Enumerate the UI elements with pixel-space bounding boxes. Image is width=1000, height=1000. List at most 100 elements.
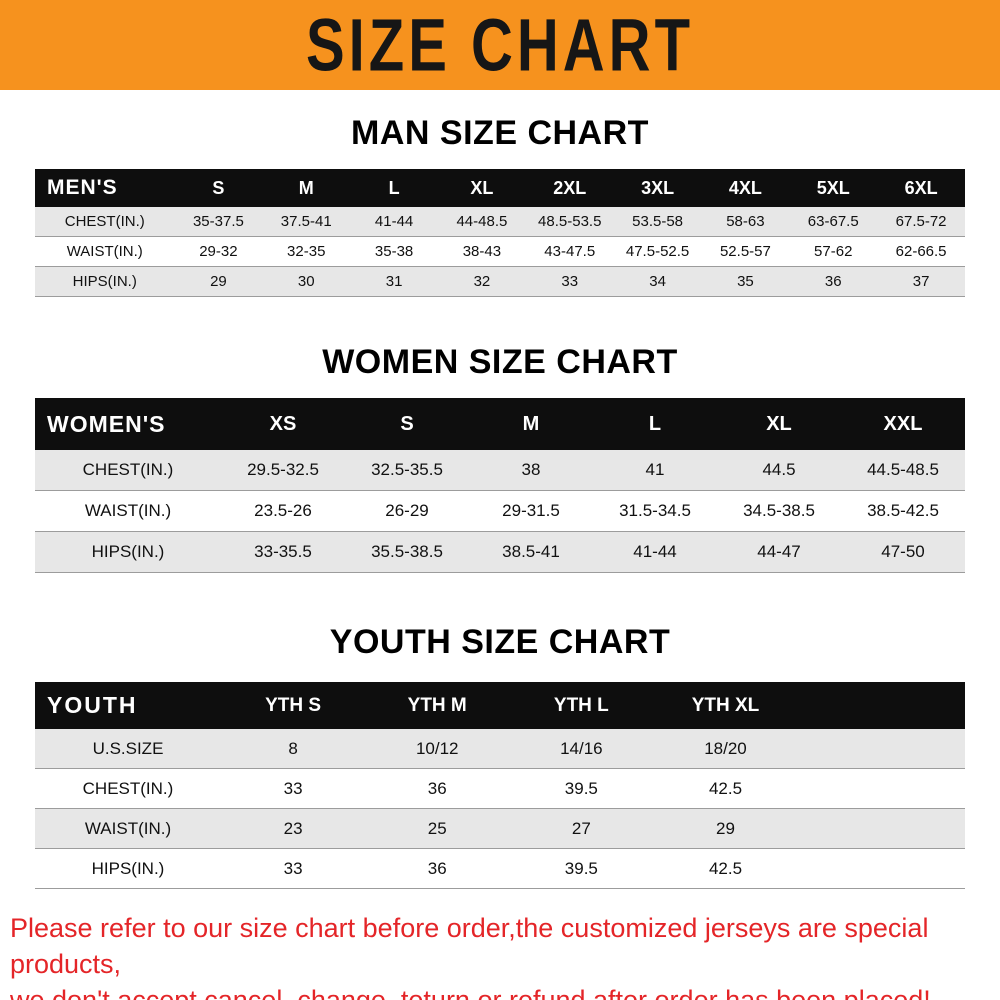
cell: 25 [427,818,447,838]
banner-title: SIZE CHART [306,3,694,87]
cell: 39.5 [564,858,598,878]
cell: 23 [283,818,303,838]
footer-note: Please refer to our size chart before or… [10,911,988,1000]
table-row: WAIST(IN.) 23.5-26 26-29 29-31.5 31.5-34.5 34… [35,491,965,532]
cell: 8 [288,738,298,758]
cell: 29.5-32.5 [247,460,319,479]
cell: 33-35.5 [254,542,312,561]
cell: 44-48.5 [456,213,508,230]
column-header: L [648,412,662,435]
cell: 34.5-38.5 [743,501,815,520]
cell: 35.5-38.5 [371,542,443,561]
row-label: U.S.SIZE [92,738,164,758]
cell: 10/12 [415,738,459,758]
cell: 42.5 [708,778,743,798]
cell: 30 [297,273,315,290]
row-label: HIPS(IN.) [72,273,137,290]
cell: 31 [385,273,403,290]
men-size-chart-heading: MAN SIZE CHART [351,114,649,152]
youth-size-chart-heading: YOUTH SIZE CHART [329,623,671,661]
mens-size-table: MEN'S S M L XL 2XL 3XL 4XL 5XL 6XL CHEST(IN.) 35-37… [35,169,965,297]
row-label: HIPS(IN.) [91,858,165,878]
cell: 42.5 [708,858,743,878]
column-header: 3XL [641,177,675,198]
cell: 29-31.5 [502,501,560,520]
cell: 27 [571,818,591,838]
cell: 47-50 [881,542,925,561]
table-row: WAIST(IN.) 29-32 32-35 35-38 38-43 43-47.5 47.… [35,237,965,267]
womens-size-table: WOMEN'S XS S M L XL XXL CHEST(IN.) 29.5-32.5 32.5… [35,398,965,573]
column-header: YTH XL [691,694,760,716]
section-youth: YOUTH SIZE CHART YOUTH YTH S YTH M YTH L YTH… [0,623,1000,889]
table-row: CHEST(IN.) 29.5-32.5 32.5-35.5 38 41 44.5 44.5… [35,450,965,491]
column-header: L [388,177,400,198]
cell: 26-29 [385,501,429,520]
column-header: XXL [883,412,923,435]
cell: 47.5-52.5 [625,243,690,260]
column-header: 5XL [816,177,850,198]
table-header-row: WOMEN'S XS S M L XL XXL [35,398,965,450]
cell: 38-43 [462,243,502,260]
column-header: XL [766,412,792,435]
cell: 35-37.5 [192,213,244,230]
cell: 31.5-34.5 [619,501,691,520]
cell: 33 [283,778,303,798]
row-label: WAIST(IN.) [84,818,172,838]
cell: 48.5-53.5 [538,213,602,230]
row-label: WAIST(IN.) [84,501,172,520]
section-men: MAN SIZE CHART MEN'S S M L XL 2XL 3XL 4XL 5XL 6XL… [0,114,1000,297]
column-header: S [400,412,414,435]
table-row: CHEST(IN.) 35-37.5 37.5-41 41-44 44-48.5 48.5… [35,207,965,237]
footer-line-2: we don't accept cancel, change, teturn o… [10,984,931,1000]
column-header: XL [470,177,494,198]
column-header: YTH L [553,694,609,716]
cell: 52.5-57 [719,243,771,260]
cell: 38.5-42.5 [867,501,939,520]
cell: 44.5-48.5 [867,460,939,479]
cell: 35-38 [374,243,414,260]
table-header-row: MEN'S S M L XL 2XL 3XL 4XL 5XL 6XL [35,169,965,207]
cell: 32-35 [287,243,326,260]
cell: 41-44 [633,542,677,561]
table-title: MEN'S [47,176,118,199]
column-header: XS [269,412,297,435]
cell: 35 [737,273,754,290]
table-header-row: YOUTH YTH S YTH M YTH L YTH XL [35,682,965,729]
cell: 36 [427,858,447,878]
cell: 32 [473,273,491,290]
table-row: WAIST(IN.) 23 25 27 29 [35,809,965,849]
column-header: M [298,177,314,198]
cell: 36 [824,273,842,290]
cell: 32.5-35.5 [371,460,443,479]
cell: 14/16 [560,738,603,758]
column-header: 6XL [904,177,938,198]
table-row: HIPS(IN.) 29 30 31 32 33 34 35 36 37 [35,267,965,297]
cell: 38.5-41 [502,542,560,561]
table-title: WOMEN'S [47,410,166,437]
cell: 29 [210,273,227,290]
cell: 29 [716,818,735,838]
table-title: YOUTH [47,692,138,718]
cell: 43-47.5 [544,243,596,260]
row-label: WAIST(IN.) [66,243,143,260]
row-label: CHEST(IN.) [82,778,174,798]
cell: 58-63 [726,213,765,230]
cell: 53.5-58 [632,213,684,230]
column-header: M [522,412,540,435]
cell: 37 [912,273,930,290]
women-size-chart-heading: WOMEN SIZE CHART [322,343,678,381]
cell: 36 [427,778,447,798]
banner: SIZE CHART [0,0,1000,90]
youth-size-table: YOUTH YTH S YTH M YTH L YTH XL U.S.SIZE 8 10/12… [35,682,965,889]
cell: 41-44 [374,213,414,230]
column-header: YTH M [407,694,467,716]
row-label: CHEST(IN.) [82,460,174,479]
column-header: YTH S [265,694,322,716]
cell: 29-32 [199,243,238,260]
row-label: HIPS(IN.) [91,542,165,561]
cell: 18/20 [704,738,747,758]
cell: 63-67.5 [807,213,859,230]
table-row: U.S.SIZE 8 10/12 14/16 18/20 [35,729,965,769]
cell: 38 [521,460,541,479]
footer-line-1: Please refer to our size chart before or… [10,913,929,979]
